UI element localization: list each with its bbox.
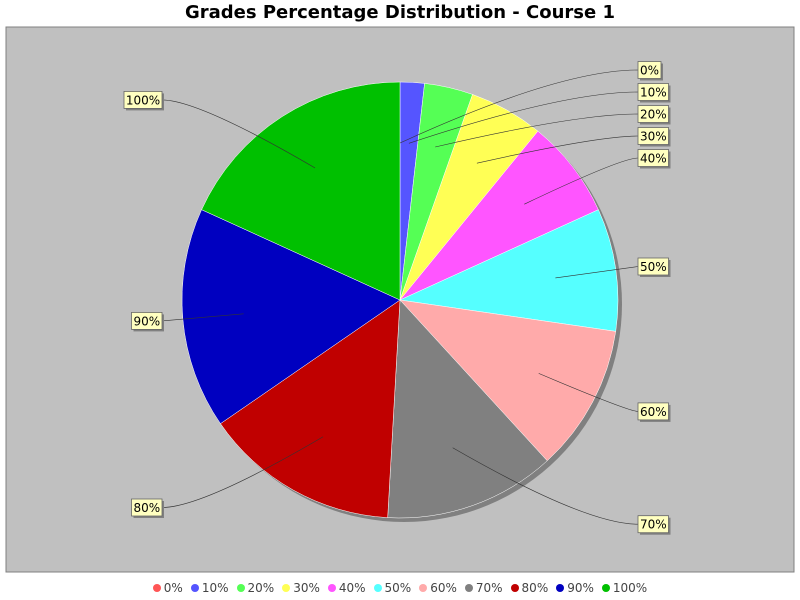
label-10pct: 10% — [637, 83, 671, 103]
label-90pct: 90% — [131, 311, 164, 332]
legend-label: 80% — [521, 581, 549, 595]
connector-10pct — [408, 91, 639, 144]
label-box — [637, 149, 669, 167]
label-50pct: 50% — [637, 257, 671, 277]
connector-70pct — [452, 447, 639, 525]
legend-swatch — [464, 584, 473, 592]
label-text: 10% — [640, 86, 667, 100]
label-30pct: 30% — [637, 127, 671, 147]
legend-item-10pct: 10% — [190, 581, 229, 595]
label-80pct: 80% — [131, 498, 164, 518]
slice-100pct — [201, 81, 401, 301]
connector-20pct — [435, 113, 639, 148]
label-text: 90% — [133, 314, 160, 328]
legend-swatch — [373, 584, 382, 592]
connector-30pct — [476, 135, 639, 164]
legend-swatch — [236, 584, 245, 592]
legend-label: 10% — [201, 581, 229, 595]
legend-label: 40% — [338, 581, 366, 595]
legend-swatch — [556, 584, 565, 592]
label-text: 20% — [640, 108, 667, 122]
legend-item-60pct: 60% — [419, 581, 457, 595]
legend-label: 0% — [163, 581, 183, 595]
legend-item-70pct: 70% — [464, 581, 503, 595]
label-box — [637, 402, 669, 421]
label-box — [637, 257, 669, 276]
label-box — [131, 498, 163, 517]
connector-50pct — [555, 266, 639, 279]
legend-swatch — [510, 584, 519, 592]
legend-label: 20% — [247, 581, 275, 595]
label-text: 0% — [640, 64, 659, 78]
legend-item-80pct: 80% — [510, 581, 549, 595]
legend-item-20pct: 20% — [236, 581, 275, 595]
label-box — [637, 515, 669, 534]
label-text: 60% — [640, 405, 667, 419]
label-box — [637, 61, 662, 79]
legend-item-40pct: 40% — [327, 581, 366, 595]
legend-item-100pct: 100% — [601, 581, 648, 595]
chart-title: Grades Percentage Distribution - Course … — [184, 2, 616, 23]
legend-label: 90% — [567, 581, 594, 595]
label-box — [637, 83, 669, 101]
chart-legend: 0% 10% 20% 30% 40% 50% 60% 70% 80% 90% 100% — [0, 581, 800, 595]
label-box — [131, 311, 163, 330]
legend-item-0pct: 0% — [152, 581, 183, 595]
label-100pct: 100% — [123, 91, 164, 111]
connector-80pct — [161, 436, 324, 508]
slice-40pct — [399, 130, 599, 301]
label-text: 70% — [640, 518, 667, 532]
label-text: 40% — [640, 152, 667, 166]
legend-label: 50% — [384, 581, 412, 595]
label-text: 80% — [133, 501, 160, 515]
legend-swatch — [327, 584, 336, 592]
legend-item-30pct: 30% — [282, 581, 320, 595]
slice-70pct — [387, 299, 548, 519]
legend-item-50pct: 50% — [373, 581, 412, 595]
legend-label: 60% — [430, 581, 457, 595]
legend-swatch — [152, 584, 161, 592]
label-text: 30% — [640, 130, 667, 144]
label-20pct: 20% — [637, 105, 671, 125]
legend-swatch — [419, 584, 428, 592]
slice-60pct — [399, 299, 617, 462]
label-60pct: 60% — [637, 402, 671, 422]
label-text: 100% — [126, 93, 160, 107]
legend-swatch — [282, 584, 291, 592]
label-40pct: 40% — [637, 149, 671, 169]
slice-80pct — [220, 299, 401, 518]
connector-40pct — [524, 157, 639, 205]
label-text: 50% — [640, 260, 667, 274]
connector-100pct — [161, 99, 316, 169]
label-box — [123, 91, 163, 109]
connector-60pct — [538, 373, 639, 412]
legend-label: 100% — [612, 581, 648, 595]
legend-swatch — [601, 584, 610, 592]
connector-0pct — [399, 69, 639, 144]
label-70pct: 70% — [637, 515, 671, 535]
legend-item-90pct: 90% — [556, 581, 594, 595]
label-box — [637, 105, 669, 123]
label-box — [637, 127, 669, 145]
legend-label: 70% — [475, 581, 503, 595]
label-0pct: 0% — [637, 61, 663, 81]
legend-label: 30% — [293, 581, 320, 595]
legend-swatch — [190, 584, 199, 592]
